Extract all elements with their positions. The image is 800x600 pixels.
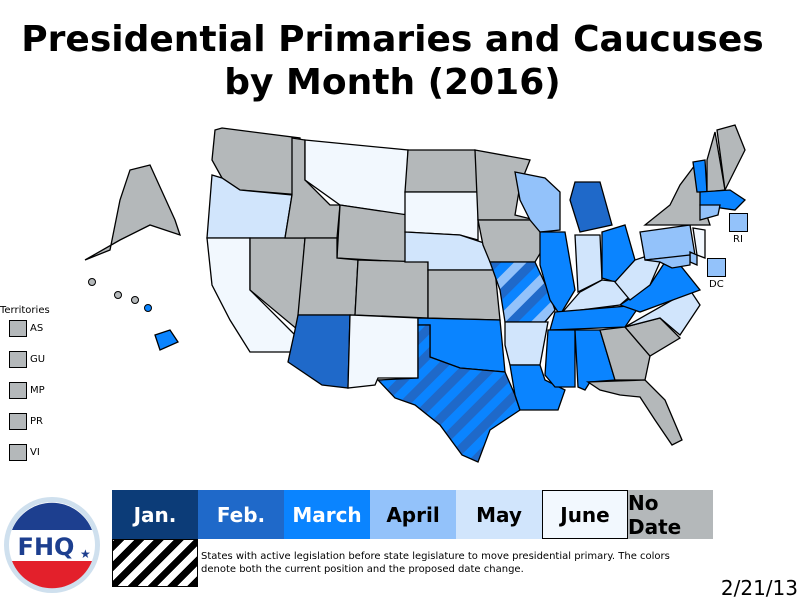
hatch-legend-swatch: [112, 539, 198, 587]
state-TX: [376, 324, 521, 463]
state-NM: [347, 314, 419, 389]
state-CT: [699, 204, 721, 221]
logo-text: FHQ: [18, 533, 75, 561]
hawaii-island: [131, 296, 139, 304]
state-MD: [644, 254, 691, 269]
legend-jun: June: [542, 490, 628, 539]
hawaii-island: [114, 291, 122, 299]
hawaii-island: [88, 278, 96, 286]
label-RI: RI: [733, 234, 743, 245]
hawaii-island: [144, 304, 152, 312]
state-HI: [154, 329, 179, 351]
legend-jan: Jan.: [112, 490, 198, 539]
fhq-logo: FHQ ★: [4, 497, 100, 593]
territory-PR: [9, 413, 27, 430]
state-MI: [569, 181, 613, 233]
territory-GU: [9, 351, 27, 368]
state-FL: [585, 379, 683, 446]
territories-title: Territories: [0, 305, 50, 316]
state-AZ: [287, 314, 351, 389]
state-MO: [489, 261, 556, 323]
state-AK: [84, 164, 182, 261]
state-DC: [707, 258, 726, 277]
territory-label: GU: [30, 354, 46, 365]
state-GA: [599, 326, 651, 381]
state-CO: [354, 259, 429, 319]
territory-AS: [9, 320, 27, 337]
territory-VI: [9, 444, 27, 461]
title-line-2: by Month (2016): [224, 62, 561, 103]
state-ME: [716, 124, 746, 193]
hatch-legend-note: States with active legislation before st…: [201, 551, 670, 575]
label-DC: DC: [709, 279, 724, 290]
territory-label: VI: [30, 447, 40, 458]
title-line-1: Presidential Primaries and Caucuses: [21, 19, 764, 60]
svg-text:★: ★: [80, 547, 91, 561]
state-LA: [509, 364, 566, 411]
date-stamp: 2/21/13: [720, 576, 798, 600]
territory-label: MP: [30, 385, 45, 396]
territory-MP: [9, 382, 27, 399]
legend-apr: April: [370, 490, 456, 539]
state-RI: [729, 213, 748, 232]
state-DE: [689, 251, 698, 266]
legend-may: May: [456, 490, 542, 539]
state-AR: [504, 321, 549, 366]
legend-none: No Date: [628, 490, 713, 539]
legend-mar: March: [284, 490, 370, 539]
state-ND: [404, 149, 479, 193]
territory-label: AS: [30, 323, 44, 334]
legend-feb: Feb.: [198, 490, 284, 539]
territory-label: PR: [30, 416, 43, 427]
state-WI: [514, 171, 561, 233]
state-NJ: [692, 227, 706, 259]
state-MS: [544, 329, 576, 388]
state-WY: [336, 204, 409, 263]
state-KS: [427, 269, 501, 321]
